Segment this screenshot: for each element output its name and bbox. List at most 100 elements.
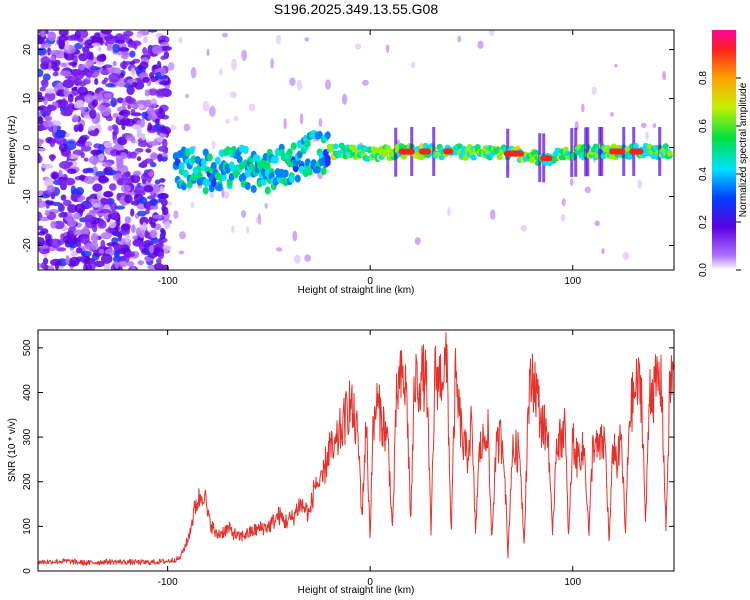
heatmap-cell	[103, 92, 113, 99]
heatmap-cell	[200, 158, 207, 167]
heatmap-cell	[124, 234, 131, 243]
heatmap-cell	[272, 155, 279, 164]
heatmap-cell	[58, 212, 65, 218]
heatmap-cell	[158, 178, 166, 183]
heatmap-cell	[470, 154, 477, 161]
heatmap-hot-segment	[443, 148, 454, 155]
spectrogram-xlabel: Height of straight line (km)	[298, 285, 415, 296]
heatmap-cell	[112, 113, 119, 119]
heatmap-cell	[58, 39, 66, 49]
heatmap-cell	[221, 32, 228, 38]
heatmap-cell	[244, 182, 251, 191]
heatmap-hot-segment	[418, 148, 431, 155]
heatmap-cell	[147, 88, 159, 96]
heatmap-cell	[264, 186, 271, 195]
heatmap-cell	[570, 128, 574, 178]
heatmap-cell	[66, 103, 73, 110]
heatmap-cell	[156, 258, 162, 265]
figure-title: S196.2025.349.13.55.G08	[274, 1, 438, 17]
heatmap-cell	[59, 160, 71, 170]
spectrogram-ylabel: Frequency (Hz)	[7, 116, 18, 185]
heatmap-cell	[45, 88, 55, 94]
heatmap-cell	[214, 156, 221, 165]
heatmap-cell	[236, 155, 243, 164]
heatmap-hot-segment	[503, 150, 525, 157]
heatmap-cell	[152, 214, 163, 219]
heatmap-cell	[60, 110, 73, 117]
heatmap-cell	[264, 202, 268, 209]
heatmap-cell	[58, 202, 64, 211]
heatmap-cell	[155, 71, 162, 78]
heatmap-cell	[202, 100, 210, 112]
heatmap-cell	[73, 229, 85, 236]
heatmap-cell	[84, 39, 96, 49]
heatmap-cell	[75, 247, 83, 254]
heatmap-cell	[118, 115, 124, 120]
heatmap-cell	[231, 58, 237, 71]
heatmap-cell	[341, 93, 348, 105]
heatmap-cell	[216, 183, 223, 192]
heatmap-cell	[250, 185, 257, 194]
heatmap-cell	[211, 140, 216, 150]
heatmap-cell	[270, 58, 274, 69]
snr-ticks: -100 0 100 0 100 200 300 400 500	[22, 330, 674, 588]
heatmap-cell	[121, 98, 127, 109]
spectrogram-xtick-label: 0	[367, 276, 373, 287]
heatmap-cell	[53, 59, 61, 67]
heatmap-cell	[130, 224, 136, 234]
heatmap-cell	[124, 251, 135, 258]
heatmap-cell	[50, 220, 57, 229]
colorbar: 0.0 0.2 0.4 0.6 0.8 Normalized spectral ampl…	[698, 30, 749, 277]
heatmap-cell	[288, 174, 295, 183]
heatmap-cell	[58, 178, 66, 187]
snr-frame	[37, 329, 675, 572]
heatmap-cell	[38, 231, 46, 236]
heatmap-cell	[640, 122, 647, 129]
heatmap-cell	[206, 153, 213, 162]
heatmap-cell	[162, 138, 168, 149]
heatmap-cell	[40, 43, 52, 48]
heatmap-cell	[230, 91, 237, 98]
heatmap-cell	[41, 78, 49, 89]
heatmap-cell	[42, 120, 54, 128]
heatmap-cell	[447, 206, 451, 217]
heatmap-cell	[586, 127, 590, 177]
heatmap-hot-segment	[540, 155, 553, 162]
heatmap-cell	[598, 126, 602, 176]
heatmap-cell	[132, 235, 139, 240]
heatmap-cell	[41, 163, 54, 169]
heatmap-cell	[49, 138, 57, 144]
heatmap-cell	[662, 70, 667, 81]
heatmap-cell	[93, 260, 105, 268]
heatmap-cell	[130, 174, 141, 184]
heatmap-cell	[133, 42, 138, 50]
heatmap-cell	[220, 173, 227, 182]
heatmap-cell	[89, 108, 97, 119]
heatmap-cell	[150, 237, 159, 244]
heatmap-cell	[233, 115, 239, 122]
snr-ytick-label: 100	[22, 518, 33, 535]
heatmap-cell	[98, 175, 109, 184]
heatmap-cell	[666, 150, 673, 157]
heatmap-cell	[124, 194, 133, 204]
heatmap-cell	[62, 199, 72, 207]
heatmap-cell	[119, 228, 130, 236]
heatmap-cell	[38, 153, 41, 163]
heatmap-cell	[161, 205, 166, 212]
heatmap-cell	[84, 93, 94, 104]
heatmap-cell	[67, 204, 78, 213]
heatmap-cell	[190, 202, 195, 209]
heatmap-cell	[254, 154, 261, 163]
heatmap-cell	[142, 222, 147, 231]
heatmap-cell	[98, 218, 105, 226]
heatmap-cell	[107, 66, 116, 74]
heatmap-cell	[154, 179, 161, 185]
heatmap-cell	[100, 253, 113, 264]
heatmap-cell	[40, 56, 51, 65]
heatmap-cell	[167, 61, 175, 71]
heatmap-cell	[316, 130, 323, 139]
heatmap-cell	[124, 216, 132, 224]
heatmap-cell	[324, 131, 331, 140]
heatmap-cell	[106, 169, 117, 176]
